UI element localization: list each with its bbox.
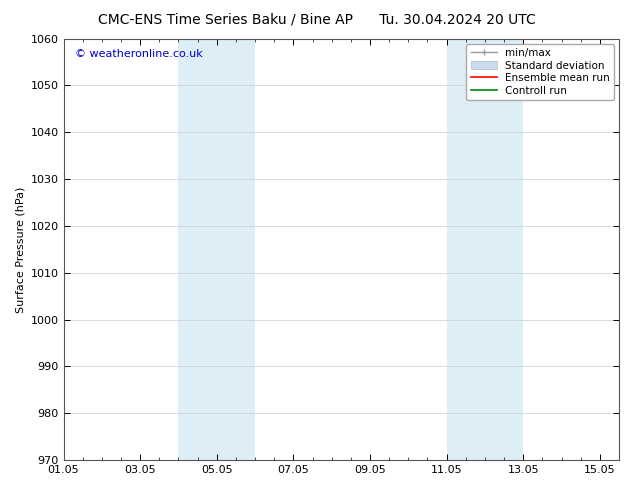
Bar	[446, 39, 485, 460]
Text: © weatheronline.co.uk: © weatheronline.co.uk	[75, 49, 202, 59]
Legend: min/max, Standard deviation, Ensemble mean run, Controll run: min/max, Standard deviation, Ensemble me…	[467, 44, 614, 100]
Bar	[485, 39, 523, 460]
Bar	[217, 39, 255, 460]
Bar	[178, 39, 217, 460]
Y-axis label: Surface Pressure (hPa): Surface Pressure (hPa)	[15, 186, 25, 313]
Text: CMC-ENS Time Series Baku / Bine AP      Tu. 30.04.2024 20 UTC: CMC-ENS Time Series Baku / Bine AP Tu. 3…	[98, 12, 536, 26]
